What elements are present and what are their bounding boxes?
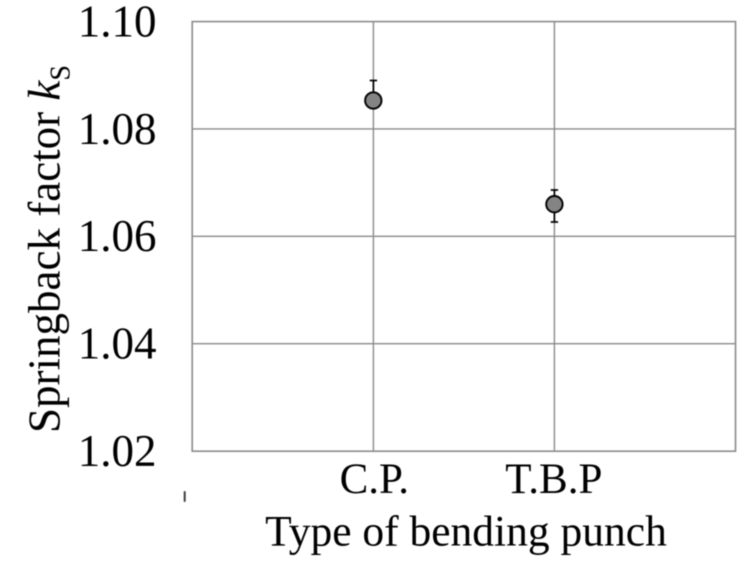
svg-text:C.P.: C.P. bbox=[340, 456, 409, 503]
svg-text:T.B.P: T.B.P bbox=[505, 456, 602, 503]
svg-text:1.10: 1.10 bbox=[78, 0, 157, 46]
svg-text:1.04: 1.04 bbox=[78, 319, 157, 369]
svg-text:1.02: 1.02 bbox=[78, 426, 157, 476]
svg-text:1.06: 1.06 bbox=[78, 211, 157, 261]
svg-text:Springback factor kS: Springback factor kS bbox=[20, 65, 77, 433]
svg-text:1.08: 1.08 bbox=[78, 104, 157, 154]
svg-text:Type of bending punch: Type of bending punch bbox=[265, 508, 667, 556]
